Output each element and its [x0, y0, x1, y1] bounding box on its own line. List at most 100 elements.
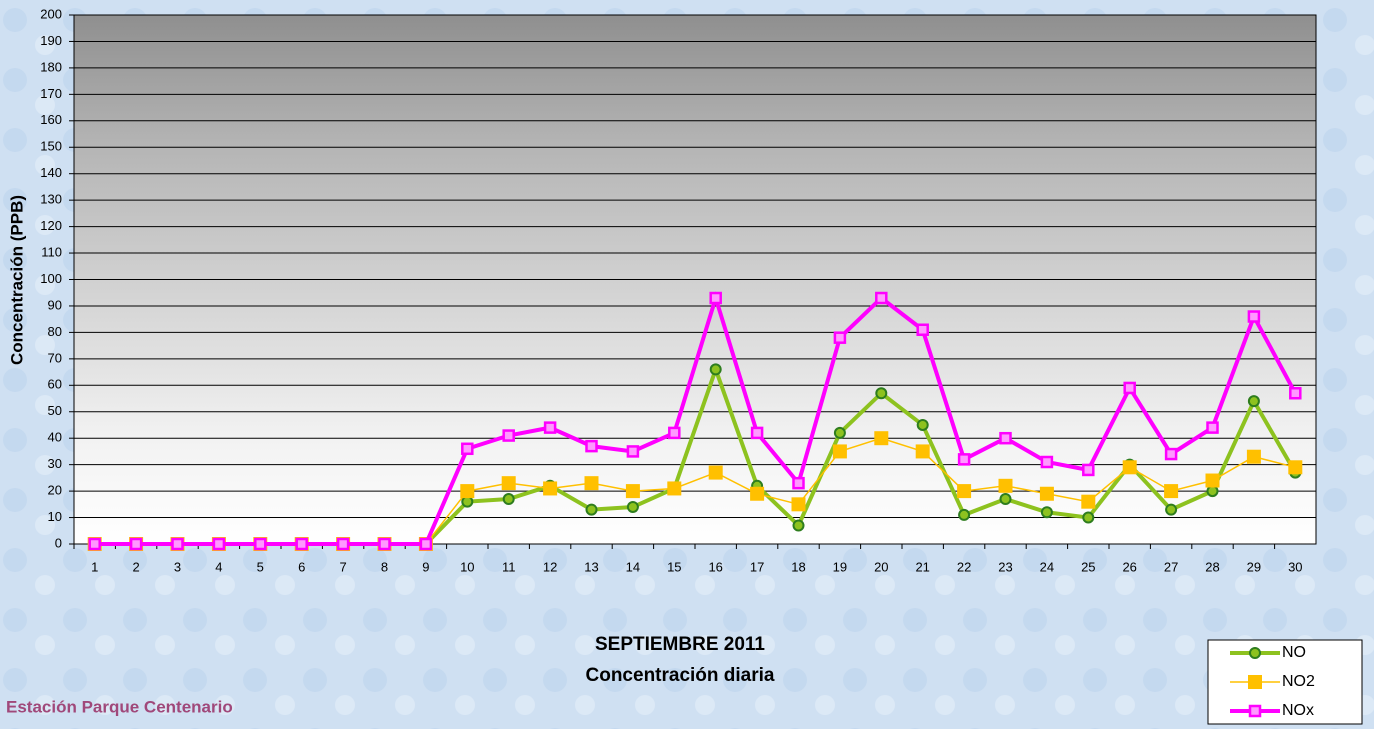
marker — [1123, 460, 1137, 474]
marker — [421, 539, 431, 549]
marker — [504, 494, 514, 504]
y-tick-label: 160 — [40, 112, 62, 127]
marker — [628, 502, 638, 512]
legend-label: NO2 — [1282, 673, 1315, 690]
x-tick-label: 9 — [422, 559, 429, 574]
y-tick-label: 150 — [40, 139, 62, 154]
marker — [545, 423, 555, 433]
y-tick-label: 130 — [40, 192, 62, 207]
marker — [504, 431, 514, 441]
x-tick-label: 25 — [1081, 559, 1095, 574]
y-tick-label: 20 — [48, 483, 62, 498]
x-tick-label: 21 — [915, 559, 929, 574]
marker — [1001, 494, 1011, 504]
y-tick-label: 60 — [48, 377, 62, 392]
marker — [792, 497, 806, 511]
legend-marker — [1250, 706, 1260, 716]
x-tick-label: 8 — [381, 559, 388, 574]
legend-label: NO — [1282, 644, 1306, 661]
marker — [957, 484, 971, 498]
chart: SEPTIEMBRE 2011 Concentración diaria Est… — [0, 0, 1374, 729]
x-tick-label: 1 — [91, 559, 98, 574]
chart-subtitle: Concentración diaria — [586, 665, 775, 686]
y-tick-label: 110 — [41, 244, 62, 259]
y-tick-label: 80 — [48, 324, 62, 339]
marker — [462, 497, 472, 507]
y-tick-label: 120 — [40, 218, 62, 233]
marker — [1083, 465, 1093, 475]
x-tick-label: 18 — [791, 559, 805, 574]
y-tick-label: 70 — [48, 350, 62, 365]
marker — [669, 428, 679, 438]
marker — [585, 476, 599, 490]
x-tick-label: 11 — [502, 559, 516, 574]
x-tick-label: 26 — [1122, 559, 1136, 574]
marker — [918, 420, 928, 430]
marker — [959, 454, 969, 464]
y-tick-label: 170 — [40, 86, 62, 101]
x-tick-label: 29 — [1247, 559, 1261, 574]
y-tick-label: 40 — [48, 430, 62, 445]
marker — [297, 539, 307, 549]
y-tick-label: 190 — [40, 33, 62, 48]
x-tick-label: 16 — [708, 559, 722, 574]
marker — [1083, 513, 1093, 523]
marker — [709, 466, 723, 480]
x-tick-label: 20 — [874, 559, 888, 574]
marker — [876, 293, 886, 303]
marker — [711, 364, 721, 374]
marker — [626, 484, 640, 498]
marker — [1208, 486, 1218, 496]
x-tick-label: 28 — [1205, 559, 1219, 574]
x-tick-label: 14 — [626, 559, 640, 574]
y-tick-label: 140 — [40, 165, 62, 180]
marker — [874, 431, 888, 445]
y-tick-label: 0 — [55, 535, 62, 550]
marker — [1290, 388, 1300, 398]
marker — [1164, 484, 1178, 498]
y-tick-label: 50 — [48, 403, 62, 418]
marker — [1166, 505, 1176, 515]
y-tick-label: 90 — [48, 297, 62, 312]
marker — [835, 428, 845, 438]
marker — [628, 446, 638, 456]
marker — [1288, 460, 1302, 474]
x-tick-label: 12 — [543, 559, 557, 574]
station-label: Estación Parque Centenario — [6, 697, 233, 716]
x-tick-label: 22 — [957, 559, 971, 574]
marker — [833, 444, 847, 458]
marker — [131, 539, 141, 549]
marker — [173, 539, 183, 549]
marker — [1206, 474, 1220, 488]
marker — [460, 484, 474, 498]
marker — [959, 510, 969, 520]
marker — [1042, 457, 1052, 467]
marker — [750, 487, 764, 501]
marker — [1166, 449, 1176, 459]
marker — [338, 539, 348, 549]
marker — [794, 478, 804, 488]
x-tick-label: 24 — [1040, 559, 1054, 574]
x-tick-label: 27 — [1164, 559, 1178, 574]
y-tick-label: 180 — [40, 59, 62, 74]
y-tick-label: 30 — [48, 456, 62, 471]
marker — [1208, 423, 1218, 433]
marker — [711, 293, 721, 303]
x-tick-label: 19 — [833, 559, 847, 574]
x-tick-label: 13 — [584, 559, 598, 574]
x-tick-label: 10 — [460, 559, 474, 574]
marker — [916, 444, 930, 458]
marker — [1001, 433, 1011, 443]
x-tick-label: 15 — [667, 559, 681, 574]
marker — [1125, 383, 1135, 393]
marker — [255, 539, 265, 549]
legend-marker — [1248, 675, 1262, 689]
marker — [1250, 706, 1260, 716]
y-tick-label: 200 — [40, 6, 62, 21]
marker — [1042, 507, 1052, 517]
legend-marker — [1250, 648, 1260, 658]
marker — [835, 333, 845, 343]
marker — [214, 539, 224, 549]
chart-title: SEPTIEMBRE 2011 — [595, 634, 765, 655]
marker — [1248, 675, 1262, 689]
